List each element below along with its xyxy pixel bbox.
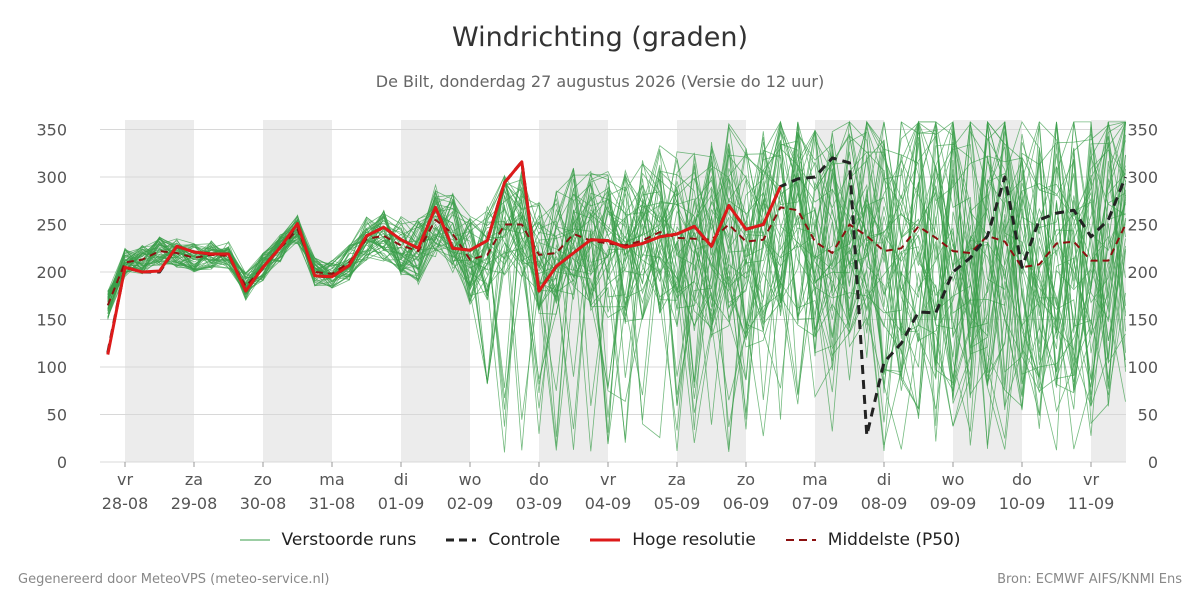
chart-title: Windrichting (graden) [451, 22, 749, 53]
footer-generated-by: Gegenereerd door MeteoVPS (meteo-service… [18, 572, 330, 587]
y-tick-label-right: 250 [1127, 216, 1158, 235]
ensemble-run-line [107, 121, 1126, 434]
y-tick-label-left: 100 [36, 358, 67, 377]
x-tick-date: 03-09 [516, 494, 563, 513]
legend-label: Verstoorde runs [281, 530, 417, 550]
legend-label: Controle [488, 530, 561, 550]
legend-item-controle[interactable]: Controle [446, 530, 560, 550]
x-tick-day: vr [600, 470, 616, 489]
y-tick-label-right: 200 [1127, 263, 1158, 282]
y-tick-label-left: 300 [36, 168, 67, 187]
legend-label: Hoge resolutie [632, 530, 756, 550]
x-tick-date: 11-09 [1068, 494, 1115, 513]
legend-item-middelste[interactable]: Middelste (P50) [785, 530, 961, 550]
series-line-hoge-resolutie [106, 160, 782, 355]
y-tick-label-left: 50 [47, 406, 67, 425]
x-tick-day: vr [1083, 470, 1099, 489]
legend-dashed-line-icon [446, 538, 477, 542]
x-tick-day: zo [254, 470, 272, 489]
day-shade-band [401, 120, 470, 462]
x-tick-date: 06-09 [723, 494, 770, 513]
y-tick-label-right: 300 [1127, 168, 1158, 187]
x-tick-date: 31-08 [309, 494, 356, 513]
y-tick-label-left: 200 [36, 263, 67, 282]
x-tick-date: 07-09 [792, 494, 839, 513]
x-tick-date: 08-09 [861, 494, 908, 513]
ensemble-run-line [107, 121, 1126, 451]
ensemble-run-line [107, 126, 1126, 444]
x-tick-date: 02-09 [447, 494, 494, 513]
y-tick-label-left: 250 [36, 216, 67, 235]
ensemble-run-line [107, 120, 1126, 451]
day-shade-band [677, 120, 746, 462]
x-tick-day: wo [942, 470, 965, 489]
x-tick-day: do [1012, 470, 1032, 489]
ensemble-run-line [107, 140, 1126, 391]
y-tick-label-right: 150 [1127, 311, 1158, 330]
y-tick-label-right: 350 [1127, 121, 1158, 140]
x-tick-day: do [529, 470, 549, 489]
chart-subtitle: De Bilt, donderdag 27 augustus 2026 (Ver… [375, 72, 825, 91]
x-tick-day: wo [459, 470, 482, 489]
y-tick-label-right: 100 [1127, 358, 1158, 377]
x-tick-date: 30-08 [240, 494, 287, 513]
day-shade-band [125, 120, 194, 462]
ensemble-run-line [107, 148, 1126, 446]
main-series [106, 156, 1127, 437]
ensemble-run-line [107, 121, 1126, 396]
x-tick-date: 04-09 [585, 494, 632, 513]
x-tick-date: 09-09 [930, 494, 977, 513]
x-tick-day: di [394, 470, 409, 489]
x-tick-day: di [877, 470, 892, 489]
x-tick-date: 01-09 [378, 494, 425, 513]
x-tick-date: 29-08 [171, 494, 218, 513]
legend-solid-line-icon [590, 538, 621, 542]
x-tick-day: za [185, 470, 203, 489]
x-tick-date: 10-09 [999, 494, 1046, 513]
x-tick-date: 28-08 [102, 494, 149, 513]
legend-item-hoge-resolutie[interactable]: Hoge resolutie [590, 530, 756, 550]
day-shade-band [263, 120, 332, 462]
x-tick-day: ma [802, 470, 827, 489]
y-tick-label-right: 50 [1138, 406, 1158, 425]
x-tick-day: ma [319, 470, 344, 489]
ensemble-run-line [107, 120, 1126, 396]
legend-thin-line-icon [239, 539, 270, 541]
legend-item-verstoorde-runs[interactable]: Verstoorde runs [239, 530, 417, 550]
footer-source: Bron: ECMWF AIFS/KNMI Ens [997, 572, 1182, 587]
x-tick-day: vr [117, 470, 133, 489]
legend: Verstoorde runs Controle Hoge resolutie … [0, 530, 1200, 550]
x-tick-day: za [668, 470, 686, 489]
x-tick-day: zo [737, 470, 755, 489]
y-tick-label-left: 150 [36, 311, 67, 330]
axis-labels: 0 0 50 50 100 100 150 150 200 200 250 250 300 300 350 3… [36, 121, 1158, 514]
y-tick-label-left: 0 [57, 453, 67, 472]
ensemble-run-line [107, 120, 1126, 377]
ensemble-run-line [107, 131, 1126, 446]
x-tick-date: 05-09 [654, 494, 701, 513]
ensemble-run-line [107, 131, 1126, 451]
legend-label: Middelste (P50) [827, 530, 961, 550]
legend-dashed-line-icon [785, 539, 816, 541]
y-tick-label-left: 350 [36, 121, 67, 140]
y-tick-label-right: 0 [1148, 453, 1158, 472]
